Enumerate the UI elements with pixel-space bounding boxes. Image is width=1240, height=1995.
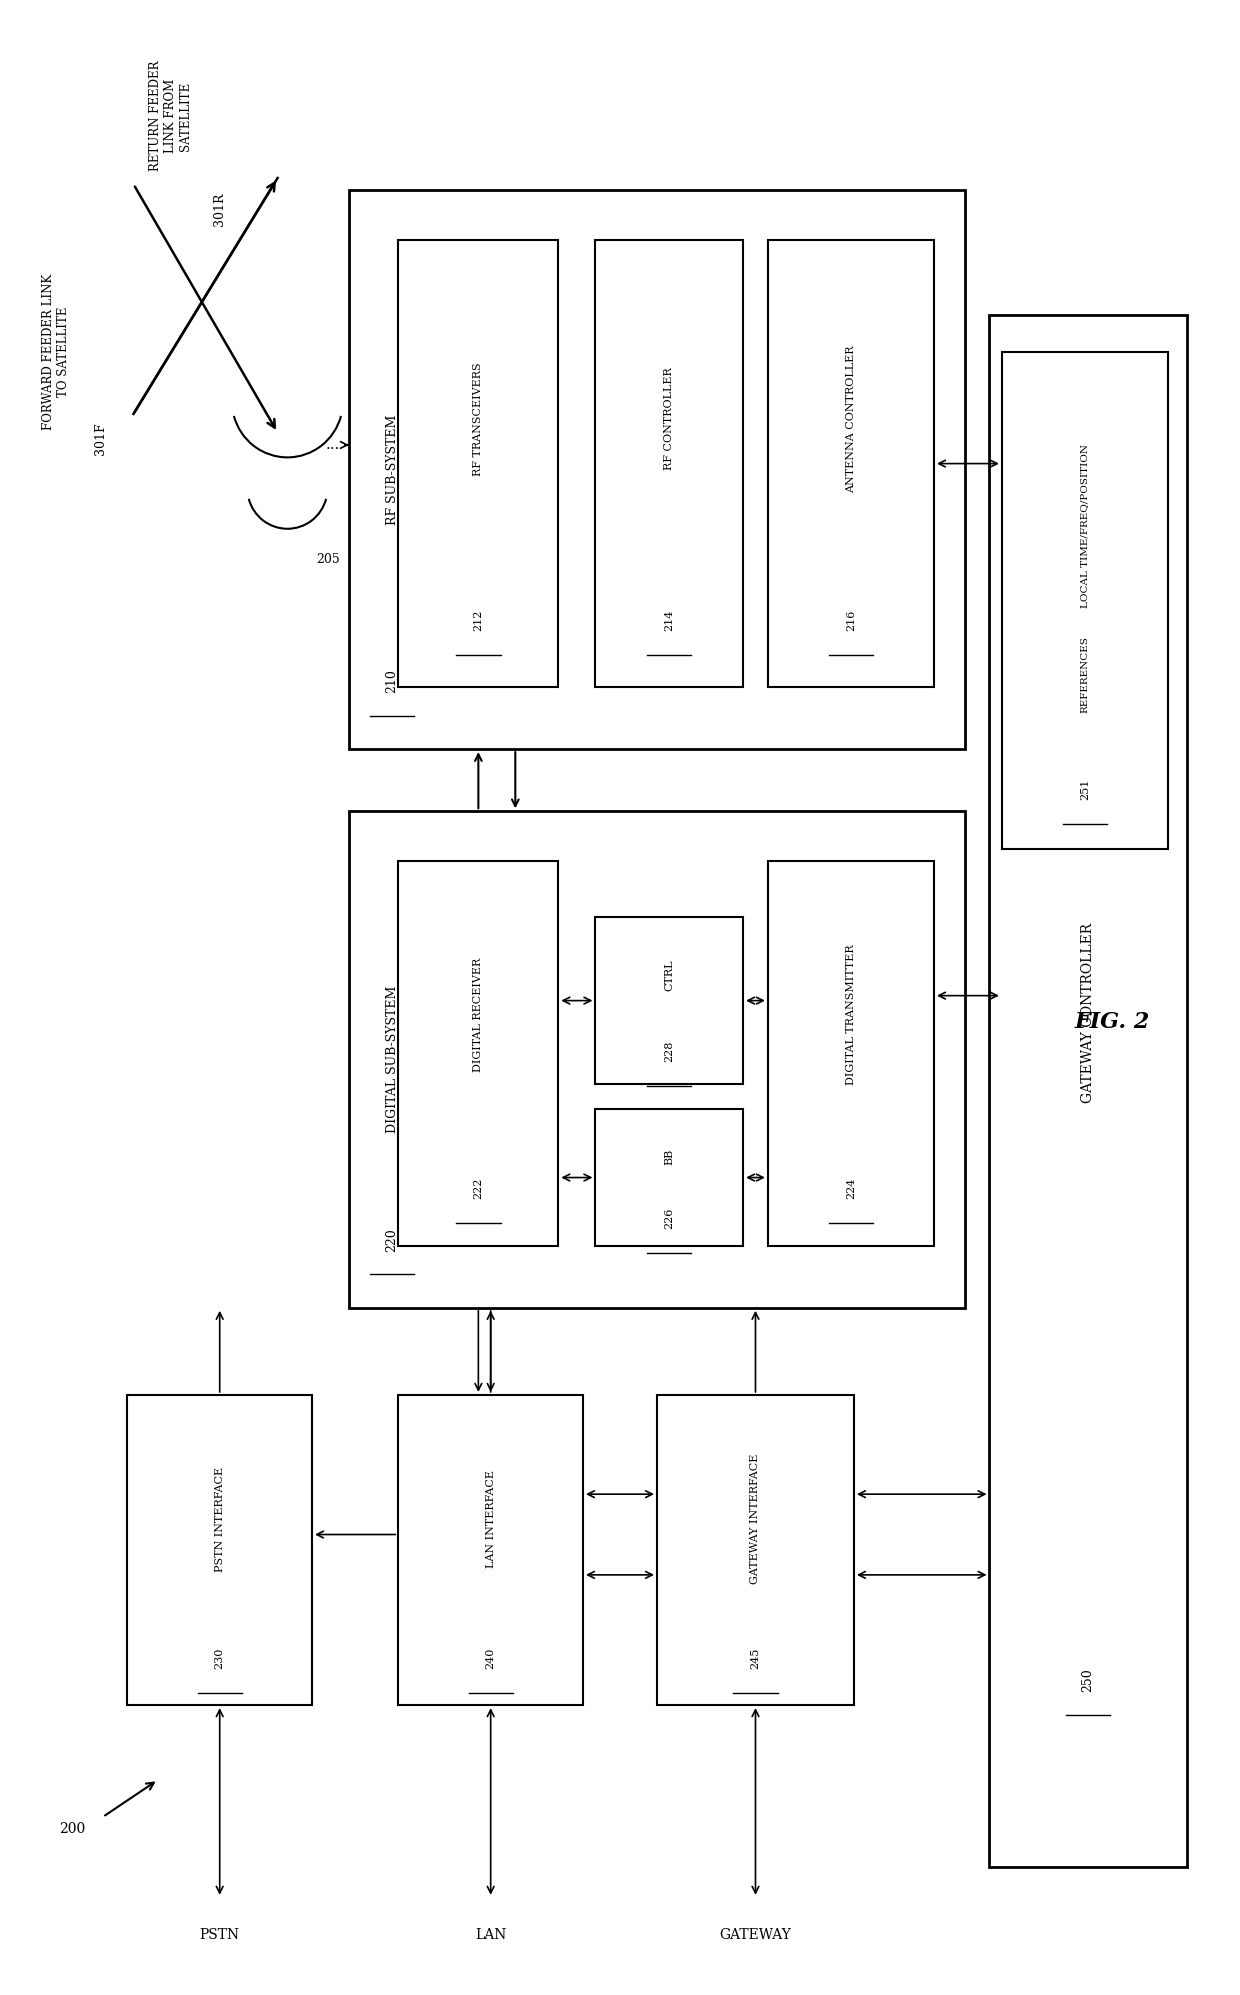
Text: FORWARD FEEDER LINK
TO SATELLITE: FORWARD FEEDER LINK TO SATELLITE — [42, 273, 69, 431]
Text: 228: 228 — [665, 1039, 675, 1061]
Text: 222: 222 — [474, 1177, 484, 1199]
Bar — [595, 918, 743, 1085]
Text: 216: 216 — [846, 608, 856, 630]
Text: FIG. 2: FIG. 2 — [1075, 1011, 1151, 1033]
Text: 224: 224 — [846, 1177, 856, 1199]
Text: RF CONTROLLER: RF CONTROLLER — [665, 367, 675, 471]
Text: 250: 250 — [1081, 1668, 1095, 1692]
Bar — [398, 862, 558, 1245]
Text: 220: 220 — [386, 1227, 398, 1251]
Text: DIGITAL TRANSMITTER: DIGITAL TRANSMITTER — [846, 944, 856, 1085]
Text: 245: 245 — [750, 1648, 760, 1670]
Bar — [990, 315, 1187, 1867]
Bar — [595, 239, 743, 686]
Text: 301R: 301R — [213, 192, 226, 225]
Text: DIGITAL RECEIVER: DIGITAL RECEIVER — [474, 958, 484, 1071]
Bar — [657, 1395, 854, 1706]
Text: BB: BB — [665, 1149, 675, 1165]
Bar — [398, 1395, 583, 1706]
Bar — [768, 862, 934, 1245]
Text: 214: 214 — [665, 608, 675, 630]
Text: 301F: 301F — [94, 423, 107, 455]
Text: PSTN INTERFACE: PSTN INTERFACE — [215, 1466, 224, 1572]
Text: ANTENNA CONTROLLER: ANTENNA CONTROLLER — [846, 345, 856, 493]
Bar — [768, 239, 934, 686]
Bar — [1002, 351, 1168, 848]
Text: GATEWAY INTERFACE: GATEWAY INTERFACE — [750, 1454, 760, 1584]
Text: GATEWAY: GATEWAY — [719, 1927, 791, 1941]
Text: CTRL: CTRL — [665, 960, 675, 992]
Text: 240: 240 — [486, 1648, 496, 1670]
Text: 251: 251 — [1080, 778, 1090, 800]
Text: 226: 226 — [665, 1207, 675, 1229]
Text: LAN INTERFACE: LAN INTERFACE — [486, 1470, 496, 1568]
Text: RF SUB-SYSTEM: RF SUB-SYSTEM — [386, 415, 398, 525]
Text: 212: 212 — [474, 608, 484, 630]
Text: GATEWAY CONTROLLER: GATEWAY CONTROLLER — [1081, 924, 1095, 1103]
Text: REFERENCES: REFERENCES — [1080, 636, 1090, 712]
Text: 205: 205 — [316, 553, 340, 567]
Text: PSTN: PSTN — [200, 1927, 239, 1941]
Text: 230: 230 — [215, 1648, 224, 1670]
Text: RETURN FEEDER
LINK FROM
SATELLITE: RETURN FEEDER LINK FROM SATELLITE — [149, 60, 192, 172]
Bar — [348, 812, 965, 1309]
Bar — [348, 190, 965, 750]
Text: ...: ... — [326, 439, 340, 453]
Text: RF TRANSCEIVERS: RF TRANSCEIVERS — [474, 361, 484, 475]
Text: DIGITAL SUB-SYSTEM: DIGITAL SUB-SYSTEM — [386, 986, 398, 1133]
Bar — [398, 239, 558, 686]
Text: LAN: LAN — [475, 1927, 506, 1941]
Bar — [595, 1109, 743, 1245]
Text: 210: 210 — [386, 668, 398, 692]
Text: LOCAL TIME/FREQ/POSITION: LOCAL TIME/FREQ/POSITION — [1080, 443, 1090, 608]
Text: 200: 200 — [58, 1821, 86, 1837]
Bar — [128, 1395, 312, 1706]
